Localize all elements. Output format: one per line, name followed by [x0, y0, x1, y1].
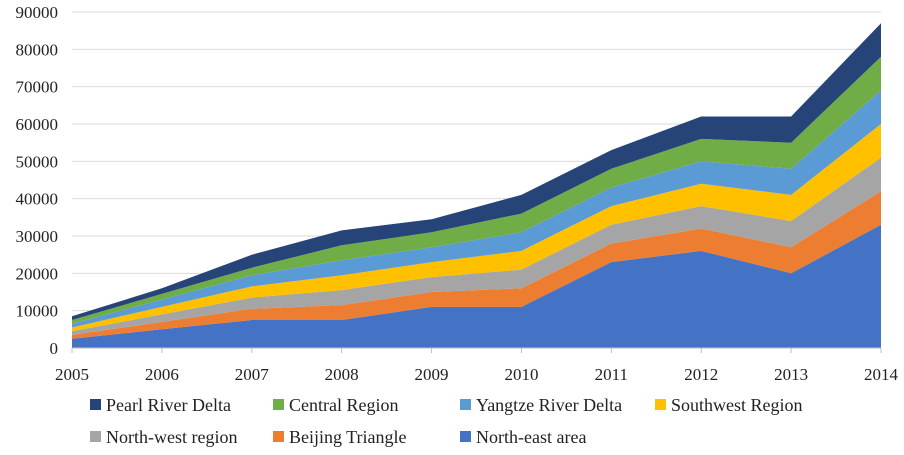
x-tick-label: 2005	[55, 365, 89, 384]
legend-swatch	[273, 399, 284, 410]
legend-label: Beijing Triangle	[289, 427, 407, 447]
legend-label: North-east area	[476, 427, 586, 447]
y-tick-label: 40000	[16, 190, 59, 209]
y-tick-label: 70000	[16, 78, 59, 97]
y-tick-label: 0	[50, 339, 59, 358]
legend-item-beijing-triangle: Beijing Triangle	[273, 427, 407, 447]
legend-item-central-region: Central Region	[273, 395, 398, 415]
x-tick-label: 2007	[235, 365, 270, 384]
x-tick-label: 2006	[145, 365, 179, 384]
y-tick-label: 20000	[16, 264, 59, 283]
x-tick-label: 2012	[684, 365, 718, 384]
legend-item-southwest-region: Southwest Region	[655, 395, 803, 415]
legend-label: Yangtze River Delta	[476, 395, 622, 415]
x-tick-label: 2009	[415, 365, 449, 384]
legend-swatch	[655, 399, 666, 410]
y-tick-label: 80000	[16, 40, 59, 59]
y-tick-label: 10000	[16, 302, 59, 321]
y-tick-label: 30000	[16, 227, 59, 246]
legend-item-pearl-river-delta: Pearl River Delta	[90, 395, 231, 415]
legend-swatch	[460, 431, 471, 442]
area-beijing-triangle	[72, 191, 881, 339]
legend-swatch	[90, 399, 101, 410]
x-tick-label: 2013	[774, 365, 808, 384]
area-north-east-area	[72, 224, 881, 348]
area-central-region	[72, 56, 881, 324]
area-southwest-region	[72, 124, 881, 332]
x-tick-label: 2014	[864, 365, 899, 384]
x-tick-label: 2008	[325, 365, 359, 384]
legend-item-north-west-region: North-west region	[90, 427, 237, 447]
area-north-west-region	[72, 157, 881, 335]
legend-label: Southwest Region	[671, 395, 803, 415]
axes: 0 10000 20000 30000 40000 50000 60000 70000 8000…	[16, 3, 899, 384]
x-tick-label: 2010	[504, 365, 538, 384]
legend-swatch	[90, 431, 101, 442]
area-yangtze-river-delta	[72, 90, 881, 328]
legend-item-north-east-area: North-east area	[460, 427, 586, 447]
y-tick-label: 50000	[16, 152, 59, 171]
legend-swatch	[460, 399, 471, 410]
legend: Pearl River Delta Central Region Yangtze R…	[90, 395, 803, 447]
legend-label: Pearl River Delta	[106, 395, 231, 415]
legend-item-yangtze-river-delta: Yangtze River Delta	[460, 395, 622, 415]
y-tick-label: 90000	[16, 3, 59, 22]
legend-label: North-west region	[106, 427, 237, 447]
legend-label: Central Region	[289, 395, 398, 415]
x-tick-label: 2011	[595, 365, 628, 384]
y-tick-label: 60000	[16, 115, 59, 134]
area-series	[72, 23, 881, 348]
legend-swatch	[273, 431, 284, 442]
